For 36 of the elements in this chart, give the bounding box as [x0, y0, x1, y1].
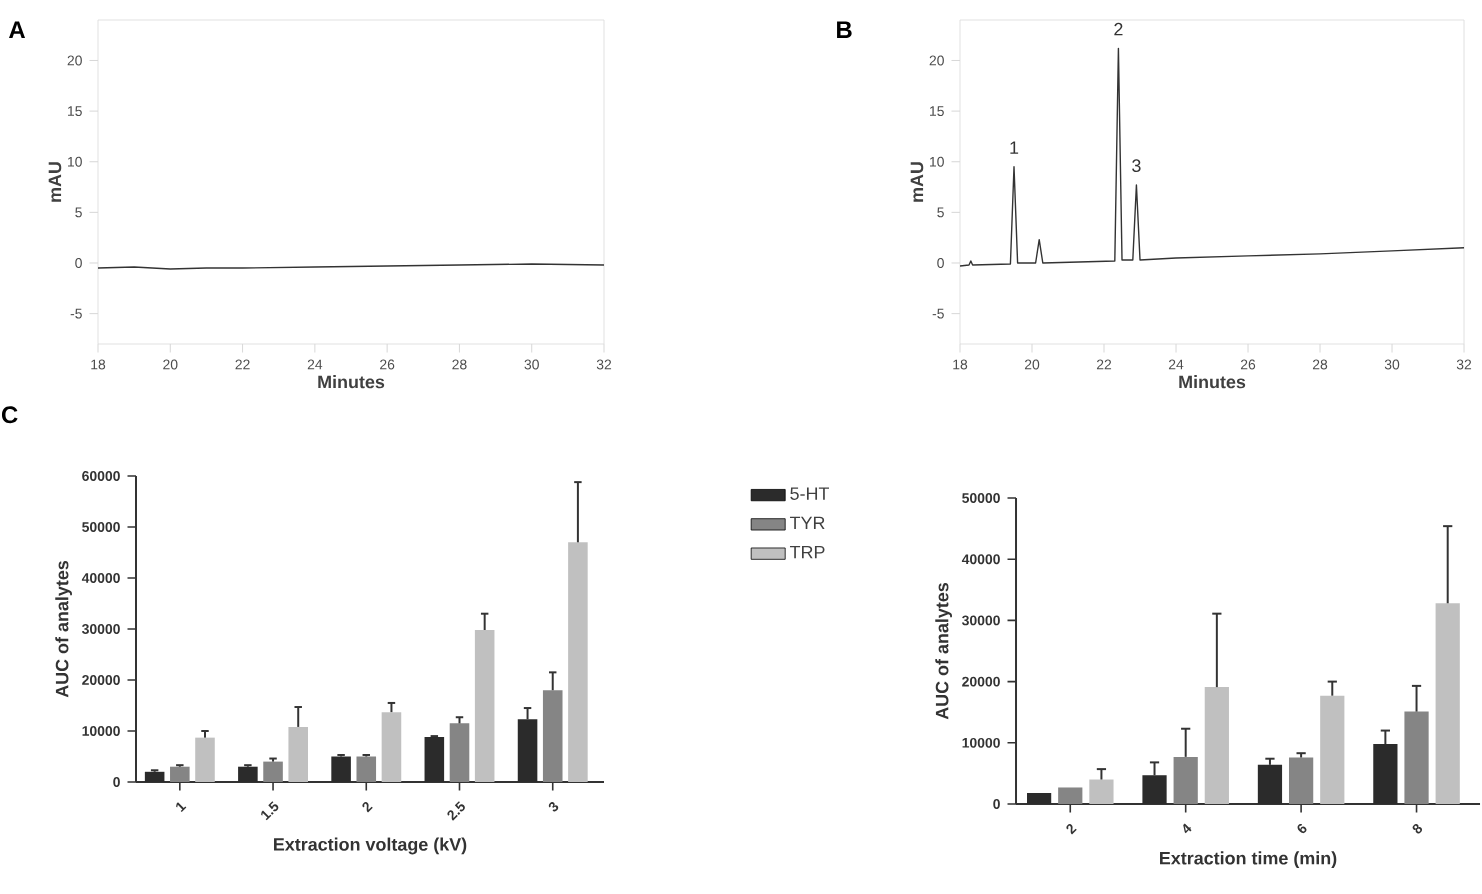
line-series	[959, 47, 1465, 267]
legend-label: 5-HT	[790, 487, 829, 500]
bar	[1435, 603, 1460, 804]
y-axis-title: mAU	[910, 162, 924, 202]
x-axis-title: Extraction time (min)	[1160, 851, 1337, 869]
bar	[1173, 756, 1198, 804]
bar	[195, 737, 215, 782]
bar	[170, 766, 190, 782]
x-axis-title: Extraction voltage (kV)	[274, 837, 467, 855]
y-axis-title: AUC of analytes	[935, 582, 952, 720]
bar	[1320, 695, 1345, 804]
bar	[356, 756, 377, 782]
bar	[1288, 757, 1314, 804]
x-axis-title: Minutes	[318, 375, 385, 389]
y-axis-title: AUC of analytes	[55, 560, 72, 698]
bar	[474, 630, 495, 782]
annotation: 1	[1010, 141, 1019, 154]
chart-title: B	[837, 21, 852, 38]
bar	[449, 723, 470, 782]
legend-label: TYR	[789, 516, 825, 530]
bar	[1404, 711, 1429, 804]
bar	[263, 761, 283, 782]
x-axis-title: Minutes	[1179, 375, 1246, 389]
bar	[1058, 787, 1083, 804]
bar	[1089, 779, 1114, 804]
bar	[381, 712, 402, 782]
bar	[542, 690, 563, 782]
bar	[568, 542, 588, 782]
chart-title: C	[1, 406, 18, 424]
bar	[288, 726, 309, 782]
bar	[1204, 687, 1229, 804]
legend-label: TRP	[789, 545, 825, 559]
y-axis-title: mAU	[48, 162, 62, 202]
annotation: 3	[1132, 159, 1141, 173]
annotation: 2	[1114, 22, 1123, 36]
chart-title: A	[9, 21, 26, 38]
